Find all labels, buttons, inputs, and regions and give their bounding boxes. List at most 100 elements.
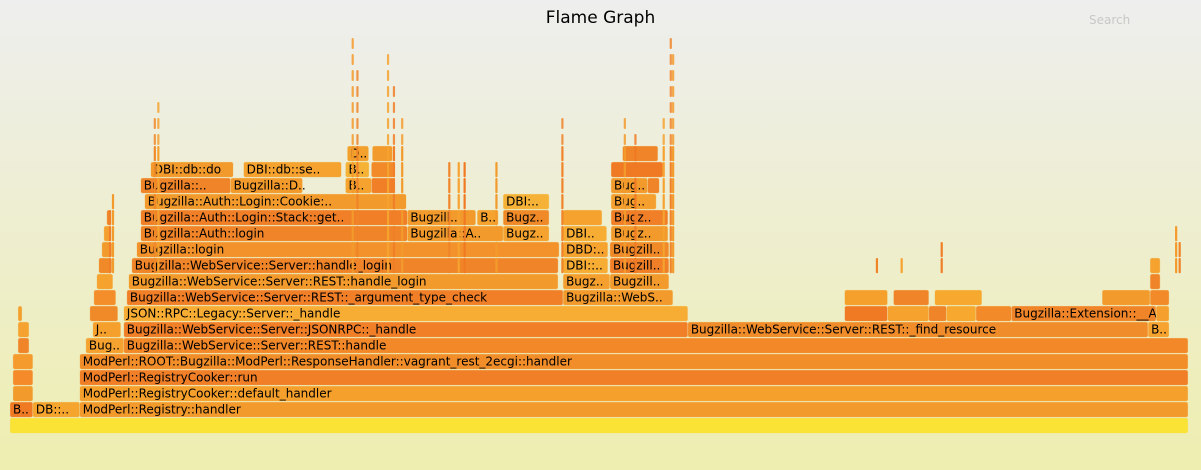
flame-frame[interactable]: ModPerl::Registry::handler bbox=[79, 401, 1189, 418]
flame-frame-box[interactable] bbox=[32, 401, 80, 418]
flame-frame-sliver[interactable] bbox=[401, 194, 404, 210]
flame-frame-sliver[interactable] bbox=[1178, 242, 1181, 258]
flame-frame-box[interactable] bbox=[1011, 305, 1157, 322]
flame-frame-box[interactable] bbox=[562, 273, 611, 290]
flame-frame-sliver[interactable] bbox=[386, 70, 390, 81]
flame-frame-sliver[interactable] bbox=[386, 210, 390, 226]
flame-frame-sliver[interactable] bbox=[669, 86, 672, 97]
flame-frame-sliver[interactable] bbox=[392, 226, 396, 242]
flame-frame-box[interactable] bbox=[647, 177, 660, 194]
flame-frame-sliver[interactable] bbox=[634, 194, 637, 210]
flame-frame-sliver[interactable] bbox=[672, 210, 675, 226]
flame-frame-box[interactable] bbox=[243, 161, 342, 178]
flame-frame[interactable]: ModPerl::RegistryCooker::default_handler bbox=[79, 385, 1189, 402]
flame-frame-sliver[interactable] bbox=[351, 86, 354, 97]
flame-frame[interactable]: Bugzilla::WebS.. bbox=[562, 289, 674, 306]
flame-frame-sliver[interactable] bbox=[669, 38, 672, 49]
flame-frame-box[interactable] bbox=[371, 161, 395, 178]
flame-frame-sliver[interactable] bbox=[669, 54, 672, 65]
flame-frame[interactable] bbox=[893, 289, 930, 306]
flame-frame[interactable] bbox=[928, 305, 947, 322]
flame-frame-sliver[interactable] bbox=[351, 178, 354, 194]
flame-frame-sliver[interactable] bbox=[457, 242, 460, 258]
flame-frame[interactable] bbox=[562, 209, 603, 226]
flame-frame-box[interactable] bbox=[893, 289, 930, 306]
flame-frame-box[interactable] bbox=[1155, 305, 1170, 322]
flame-frame[interactable]: JSON::RPC::Legacy::Server::_handle bbox=[123, 305, 689, 322]
flame-frame-sliver[interactable] bbox=[672, 162, 675, 178]
flame-frame-sliver[interactable] bbox=[875, 258, 879, 274]
flame-frame[interactable] bbox=[371, 161, 395, 178]
flame-frame-sliver[interactable] bbox=[401, 162, 404, 178]
flame-frame-sliver[interactable] bbox=[1175, 242, 1178, 258]
flame-frame-sliver[interactable] bbox=[401, 134, 404, 145]
flame-frame-sliver[interactable] bbox=[495, 194, 498, 210]
flame-frame-sliver[interactable] bbox=[561, 134, 564, 145]
flame-frame[interactable]: Bugz.. bbox=[610, 209, 669, 226]
flame-frame-sliver[interactable] bbox=[672, 194, 675, 210]
flame-frame-sliver[interactable] bbox=[392, 86, 396, 97]
flame-frame-sliver[interactable] bbox=[457, 226, 460, 242]
flame-frame-box[interactable] bbox=[89, 305, 118, 322]
flame-frame[interactable] bbox=[1149, 273, 1161, 290]
flame-frame[interactable]: Bugz.. bbox=[502, 209, 550, 226]
flame-frame-sliver[interactable] bbox=[669, 226, 672, 242]
flame-frame-box[interactable] bbox=[12, 385, 34, 402]
flame-frame-sliver[interactable] bbox=[672, 178, 675, 194]
flame-frame[interactable]: Bugzilla::Auth::login bbox=[140, 225, 408, 242]
flame-frame-sliver[interactable] bbox=[108, 210, 112, 226]
flame-frame-sliver[interactable] bbox=[672, 86, 675, 97]
flame-frame-sliver[interactable] bbox=[401, 210, 404, 226]
flame-frame-box[interactable] bbox=[98, 257, 112, 274]
flame-frame-sliver[interactable] bbox=[900, 258, 903, 274]
flame-frame-box[interactable] bbox=[123, 305, 689, 322]
flame-frame-sliver[interactable] bbox=[401, 146, 404, 162]
flame-frame-sliver[interactable] bbox=[401, 118, 404, 129]
flame-frame-sliver[interactable] bbox=[623, 178, 626, 194]
flame-frame[interactable]: DBI::db::se.. bbox=[243, 161, 342, 178]
flame-frame-sliver[interactable] bbox=[662, 210, 665, 226]
flame-frame-sliver[interactable] bbox=[108, 258, 112, 274]
flame-frame-sliver[interactable] bbox=[108, 226, 112, 242]
flame-frame-sliver[interactable] bbox=[623, 146, 626, 162]
flame-frame[interactable] bbox=[844, 305, 888, 322]
flame-frame-sliver[interactable] bbox=[111, 226, 115, 242]
flame-frame-box[interactable] bbox=[123, 321, 689, 338]
flame-frame-sliver[interactable] bbox=[940, 258, 943, 274]
flame-frame-box[interactable] bbox=[17, 305, 23, 322]
flame-frame-sliver[interactable] bbox=[561, 242, 564, 258]
flame-frame-sliver[interactable] bbox=[157, 178, 160, 194]
flame-frame[interactable]: Bugzill.. bbox=[609, 257, 670, 274]
flame-frame-sliver[interactable] bbox=[157, 194, 160, 210]
flame-frame[interactable]: Bugzilla::WebService::Server::handle_log… bbox=[131, 257, 559, 274]
flame-frame[interactable]: Bugzilla::Auth::Login::Stack::get.. bbox=[140, 209, 408, 226]
flame-frame-sliver[interactable] bbox=[356, 86, 359, 97]
flame-frame-box[interactable] bbox=[562, 225, 607, 242]
flame-frame-sliver[interactable] bbox=[457, 210, 460, 226]
flame-frame-sliver[interactable] bbox=[669, 178, 672, 194]
flame-frame-sliver[interactable] bbox=[356, 178, 359, 194]
flame-frame-sliver[interactable] bbox=[669, 242, 672, 258]
flame-frame[interactable]: Bugzilla::WebService::Server::REST::_fin… bbox=[687, 321, 1149, 338]
flame-frame[interactable]: Bugzilla::D.. bbox=[230, 177, 306, 194]
flame-frame-box[interactable] bbox=[1149, 289, 1170, 306]
flame-frame-box[interactable] bbox=[79, 369, 1189, 386]
flame-frame[interactable]: DB::.. bbox=[32, 401, 80, 418]
flame-frame-sliver[interactable] bbox=[672, 54, 675, 65]
flame-frame-sliver[interactable] bbox=[386, 54, 390, 65]
flame-frame[interactable]: J.. bbox=[92, 321, 121, 338]
flame-frame[interactable] bbox=[1149, 289, 1170, 306]
flame-frame-sliver[interactable] bbox=[108, 242, 112, 258]
flame-frame[interactable] bbox=[17, 321, 30, 338]
flame-frame[interactable] bbox=[844, 289, 888, 306]
flame-frame-sliver[interactable] bbox=[351, 102, 354, 113]
flame-frame-sliver[interactable] bbox=[662, 118, 665, 129]
flame-frame-sliver[interactable] bbox=[386, 102, 390, 113]
flame-frame-sliver[interactable] bbox=[356, 118, 359, 129]
flame-frame[interactable]: Bug.. bbox=[85, 337, 124, 354]
flame-frame-box[interactable] bbox=[476, 209, 499, 226]
flame-frame-sliver[interactable] bbox=[157, 102, 160, 113]
flame-frame-sliver[interactable] bbox=[153, 162, 156, 178]
flame-frame-box[interactable] bbox=[609, 257, 670, 274]
flame-frame-sliver[interactable] bbox=[153, 210, 156, 226]
